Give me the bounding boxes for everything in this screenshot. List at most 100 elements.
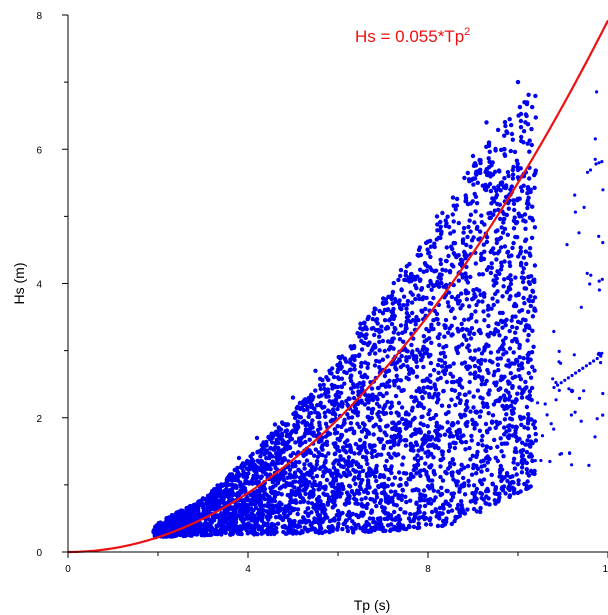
scatter-point bbox=[473, 161, 478, 166]
scatter-point bbox=[518, 245, 523, 250]
scatter-point bbox=[431, 455, 436, 460]
scatter-point bbox=[413, 296, 418, 302]
x-tick-label: 8 bbox=[425, 564, 431, 575]
scatter-point bbox=[339, 384, 344, 389]
scatter-point bbox=[498, 463, 503, 469]
scatter-point bbox=[310, 397, 315, 402]
scatter-point bbox=[413, 283, 418, 288]
scatter-point bbox=[464, 399, 470, 404]
scatter-point bbox=[460, 342, 465, 347]
scatter-point bbox=[370, 516, 376, 521]
scatter-point bbox=[418, 473, 423, 478]
scatter-point bbox=[317, 505, 322, 511]
scatter-point bbox=[513, 275, 518, 280]
scatter-point bbox=[313, 388, 318, 393]
scatter-point bbox=[261, 508, 266, 513]
scatter-point bbox=[390, 289, 396, 295]
scatter-point bbox=[398, 482, 403, 488]
scatter-point bbox=[481, 477, 487, 482]
scatter-point bbox=[510, 339, 515, 344]
scatter-point bbox=[245, 531, 250, 536]
scatter-point bbox=[299, 441, 305, 446]
scatter-point bbox=[260, 484, 266, 489]
scatter-point bbox=[291, 474, 297, 480]
scatter-point bbox=[179, 517, 184, 522]
scatter-point bbox=[532, 185, 537, 190]
scatter-point bbox=[465, 234, 470, 240]
scatter-point bbox=[502, 147, 507, 152]
scatter-point bbox=[481, 242, 486, 247]
scatter-point bbox=[359, 338, 364, 344]
scatter-point bbox=[502, 374, 507, 379]
scatter-point bbox=[372, 363, 378, 368]
scatter-point bbox=[318, 386, 323, 392]
scatter-point bbox=[369, 509, 374, 515]
scatter-point bbox=[585, 271, 589, 275]
scatter-point bbox=[502, 277, 507, 282]
scatter-point bbox=[397, 420, 402, 425]
scatter-point bbox=[554, 398, 558, 402]
scatter-point bbox=[515, 196, 520, 201]
scatter-point bbox=[532, 295, 538, 300]
scatter-point bbox=[495, 356, 500, 361]
scatter-point bbox=[377, 334, 382, 339]
scatter-point bbox=[348, 421, 354, 426]
scatter-point bbox=[510, 474, 515, 479]
scatter-point bbox=[168, 534, 173, 539]
scatter-point bbox=[323, 414, 328, 419]
scatter-point bbox=[525, 338, 530, 343]
scatter-point bbox=[480, 272, 485, 277]
scatter-point bbox=[455, 420, 461, 425]
scatter-point bbox=[477, 414, 483, 419]
scatter-point bbox=[313, 368, 318, 373]
scatter-point bbox=[415, 525, 420, 531]
scatter-point bbox=[503, 491, 508, 496]
scatter-point bbox=[500, 325, 505, 330]
scatter-point bbox=[528, 303, 533, 309]
scatter-point bbox=[484, 378, 489, 384]
scatter-point bbox=[468, 409, 473, 414]
scatter-point bbox=[525, 356, 531, 361]
scatter-point bbox=[398, 522, 403, 528]
scatter-point bbox=[527, 396, 532, 401]
scatter-point bbox=[452, 315, 457, 321]
scatter-point bbox=[585, 170, 590, 174]
scatter-point bbox=[478, 409, 484, 414]
scatter-point bbox=[242, 498, 247, 503]
scatter-point bbox=[416, 247, 422, 253]
scatter-point bbox=[396, 452, 401, 457]
scatter-point bbox=[219, 490, 224, 495]
scatter-point bbox=[470, 199, 475, 204]
scatter-point bbox=[277, 432, 282, 438]
scatter-point bbox=[411, 474, 416, 479]
scatter-point bbox=[573, 410, 577, 414]
scatter-point bbox=[382, 373, 388, 379]
scatter-point bbox=[459, 509, 464, 514]
scatter-point bbox=[232, 528, 237, 533]
scatter-point bbox=[350, 409, 356, 414]
scatter-point bbox=[488, 350, 494, 355]
scatter-point bbox=[481, 309, 486, 314]
scatter-point bbox=[588, 282, 592, 286]
scatter-point bbox=[374, 495, 380, 500]
scatter-point bbox=[355, 413, 360, 418]
scatter-point bbox=[449, 387, 455, 392]
scatter-point bbox=[488, 270, 494, 276]
scatter-point bbox=[427, 408, 432, 413]
scatter-point bbox=[477, 272, 482, 277]
scatter-point bbox=[472, 375, 478, 381]
scatter-point bbox=[326, 394, 331, 399]
scatter-point bbox=[440, 478, 446, 483]
scatter-point bbox=[290, 395, 296, 400]
scatter-point bbox=[316, 413, 321, 418]
scatter-point bbox=[171, 513, 176, 518]
scatter-point bbox=[285, 513, 290, 519]
scatter-point bbox=[473, 209, 478, 214]
scatter-point bbox=[505, 424, 511, 429]
scatter-point bbox=[398, 323, 404, 328]
scatter-point bbox=[336, 521, 341, 527]
scatter-point bbox=[298, 519, 303, 524]
scatter-point bbox=[455, 395, 460, 400]
scatter-point bbox=[297, 487, 302, 493]
scatter-point bbox=[333, 478, 339, 483]
